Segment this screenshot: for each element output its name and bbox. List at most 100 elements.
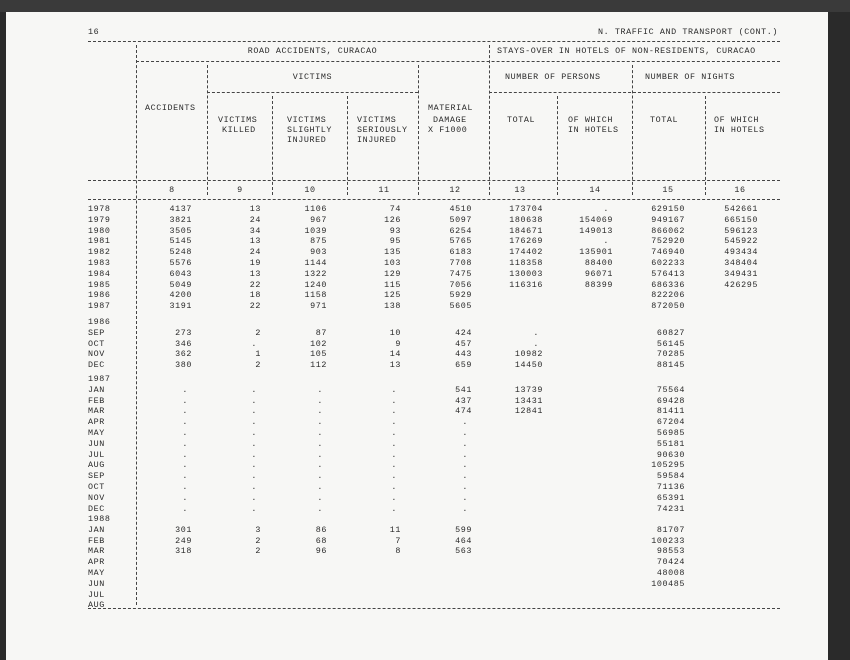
cell-material-damage: 541 (455, 384, 472, 395)
cell-victims-killed: 2 (255, 535, 261, 546)
cell-accidents: . (182, 428, 188, 438)
cell-material-damage: 659 (455, 360, 472, 371)
cell-victims-slightly-injured: . (317, 482, 323, 492)
cell-accidents: 273 (175, 327, 192, 338)
header-number-of-persons: NUMBER OF PERSONS (505, 72, 601, 82)
cell-persons-total: 130003 (509, 268, 543, 279)
row-period-label: FEB (88, 395, 105, 406)
section-year-label: 1986 (88, 317, 111, 327)
cell-persons-total: 184671 (509, 225, 543, 236)
header-victims-slightly: INJURED (287, 135, 327, 145)
cell-victims-slightly-injured: 87 (315, 327, 327, 338)
cell-victims-seriously-injured: 11 (389, 524, 401, 535)
cell-victims-seriously-injured: 8 (395, 546, 401, 557)
cell-material-damage: 563 (455, 546, 472, 557)
row-period-label: SEP (88, 327, 105, 338)
cell-persons-total: 180638 (509, 214, 543, 225)
cell-victims-slightly-injured: 1322 (304, 268, 327, 279)
cell-accidents: 249 (175, 535, 192, 546)
cell-persons-total: 13431 (514, 395, 543, 406)
cell-material-damage: . (462, 503, 468, 514)
cell-victims-killed: 34 (249, 225, 261, 236)
cell-nights-total: 69428 (656, 395, 685, 406)
row-period-label: OCT (88, 338, 105, 349)
header-accidents: ACCIDENTS (145, 103, 196, 113)
row-period-label: 1987 (88, 301, 111, 312)
section-year-label: 1987 (88, 374, 111, 384)
cell-material-damage: 5929 (449, 290, 472, 301)
cell-nights-total: 752920 (651, 236, 685, 247)
row-period-label: MAY (88, 428, 105, 438)
cell-nights-total: 949167 (651, 214, 685, 225)
cell-victims-killed: 18 (249, 290, 261, 301)
row-period-label: AUG (88, 460, 105, 471)
row-period-label: DEC (88, 503, 105, 514)
cell-nights-total: 65391 (656, 492, 685, 503)
cell-victims-seriously-injured: 129 (384, 268, 401, 279)
cell-victims-seriously-injured: . (391, 384, 397, 395)
cell-victims-seriously-injured: 138 (384, 301, 401, 312)
row-period-label: MAY (88, 568, 105, 578)
cell-accidents: . (182, 482, 188, 492)
cell-nights-total: 88145 (656, 360, 685, 371)
row-period-label: SEP (88, 471, 105, 482)
cell-persons-in-hotels: 96071 (584, 268, 613, 279)
cell-victims-slightly-injured: 112 (310, 360, 327, 371)
header-victims-killed: KILLED (222, 125, 256, 135)
cell-victims-seriously-injured: 14 (389, 349, 401, 360)
cell-victims-seriously-injured: 115 (384, 279, 401, 290)
cell-victims-killed: 22 (249, 301, 261, 312)
cell-material-damage: 443 (455, 349, 472, 360)
cell-accidents: 4137 (169, 204, 192, 214)
cell-victims-killed: . (251, 338, 257, 349)
cell-victims-killed: 13 (249, 268, 261, 279)
cell-nights-in-hotels: 596123 (724, 225, 758, 236)
cell-nights-total: 100233 (651, 535, 685, 546)
cell-accidents: 3821 (169, 214, 192, 225)
cell-nights-total: 822206 (651, 290, 685, 301)
cell-accidents: . (182, 384, 188, 395)
section-title: N. TRAFFIC AND TRANSPORT (CONT.) (597, 27, 778, 37)
cell-victims-killed: . (251, 428, 257, 438)
cell-nights-in-hotels: 426295 (724, 279, 758, 290)
row-period-label: APR (88, 417, 105, 428)
cell-nights-total: 48008 (656, 568, 685, 578)
column-number: 13 (514, 185, 526, 195)
cell-nights-in-hotels: 348404 (724, 258, 758, 268)
section-year-label: 1988 (88, 514, 111, 524)
row-period-label: 1986 (88, 290, 111, 301)
row-period-label: FEB (88, 535, 105, 546)
rule (207, 92, 418, 93)
cell-accidents: 380 (175, 360, 192, 371)
cell-material-damage: 474 (455, 406, 472, 417)
cell-victims-slightly-injured: . (317, 417, 323, 428)
cell-victims-slightly-injured: . (317, 428, 323, 438)
cell-nights-total: 576413 (651, 268, 685, 279)
cell-nights-total: 602233 (651, 258, 685, 268)
header-nights-hotels: OF WHICH (714, 115, 760, 125)
cell-victims-seriously-injured: . (391, 503, 397, 514)
cell-victims-slightly-injured: . (317, 449, 323, 460)
cell-persons-total: 176269 (509, 236, 543, 247)
cell-victims-slightly-injured: 967 (310, 214, 327, 225)
cell-victims-killed: 24 (249, 214, 261, 225)
cell-victims-slightly-injured: . (317, 438, 323, 449)
cell-accidents: . (182, 449, 188, 460)
column-number: 16 (734, 185, 746, 195)
row-period-label: JAN (88, 384, 105, 395)
cell-victims-slightly-injured: . (317, 492, 323, 503)
cell-accidents: 5248 (169, 247, 192, 258)
cell-persons-total: 173704 (509, 204, 543, 214)
cell-victims-slightly-injured: 1158 (304, 290, 327, 301)
header-stays-over: STAYS-OVER IN HOTELS OF NON-RESIDENTS, C… (497, 46, 756, 56)
cell-victims-slightly-injured: 971 (310, 301, 327, 312)
cell-nights-total: 866062 (651, 225, 685, 236)
cell-nights-total: 55181 (656, 438, 685, 449)
cell-victims-slightly-injured: . (317, 406, 323, 417)
cell-nights-total: 746940 (651, 247, 685, 258)
header-victims-killed: VICTIMS (218, 115, 258, 125)
cell-accidents: . (182, 503, 188, 514)
header-victims: VICTIMS (292, 72, 333, 82)
cell-nights-total: 71136 (656, 482, 685, 492)
cell-accidents: . (182, 460, 188, 471)
